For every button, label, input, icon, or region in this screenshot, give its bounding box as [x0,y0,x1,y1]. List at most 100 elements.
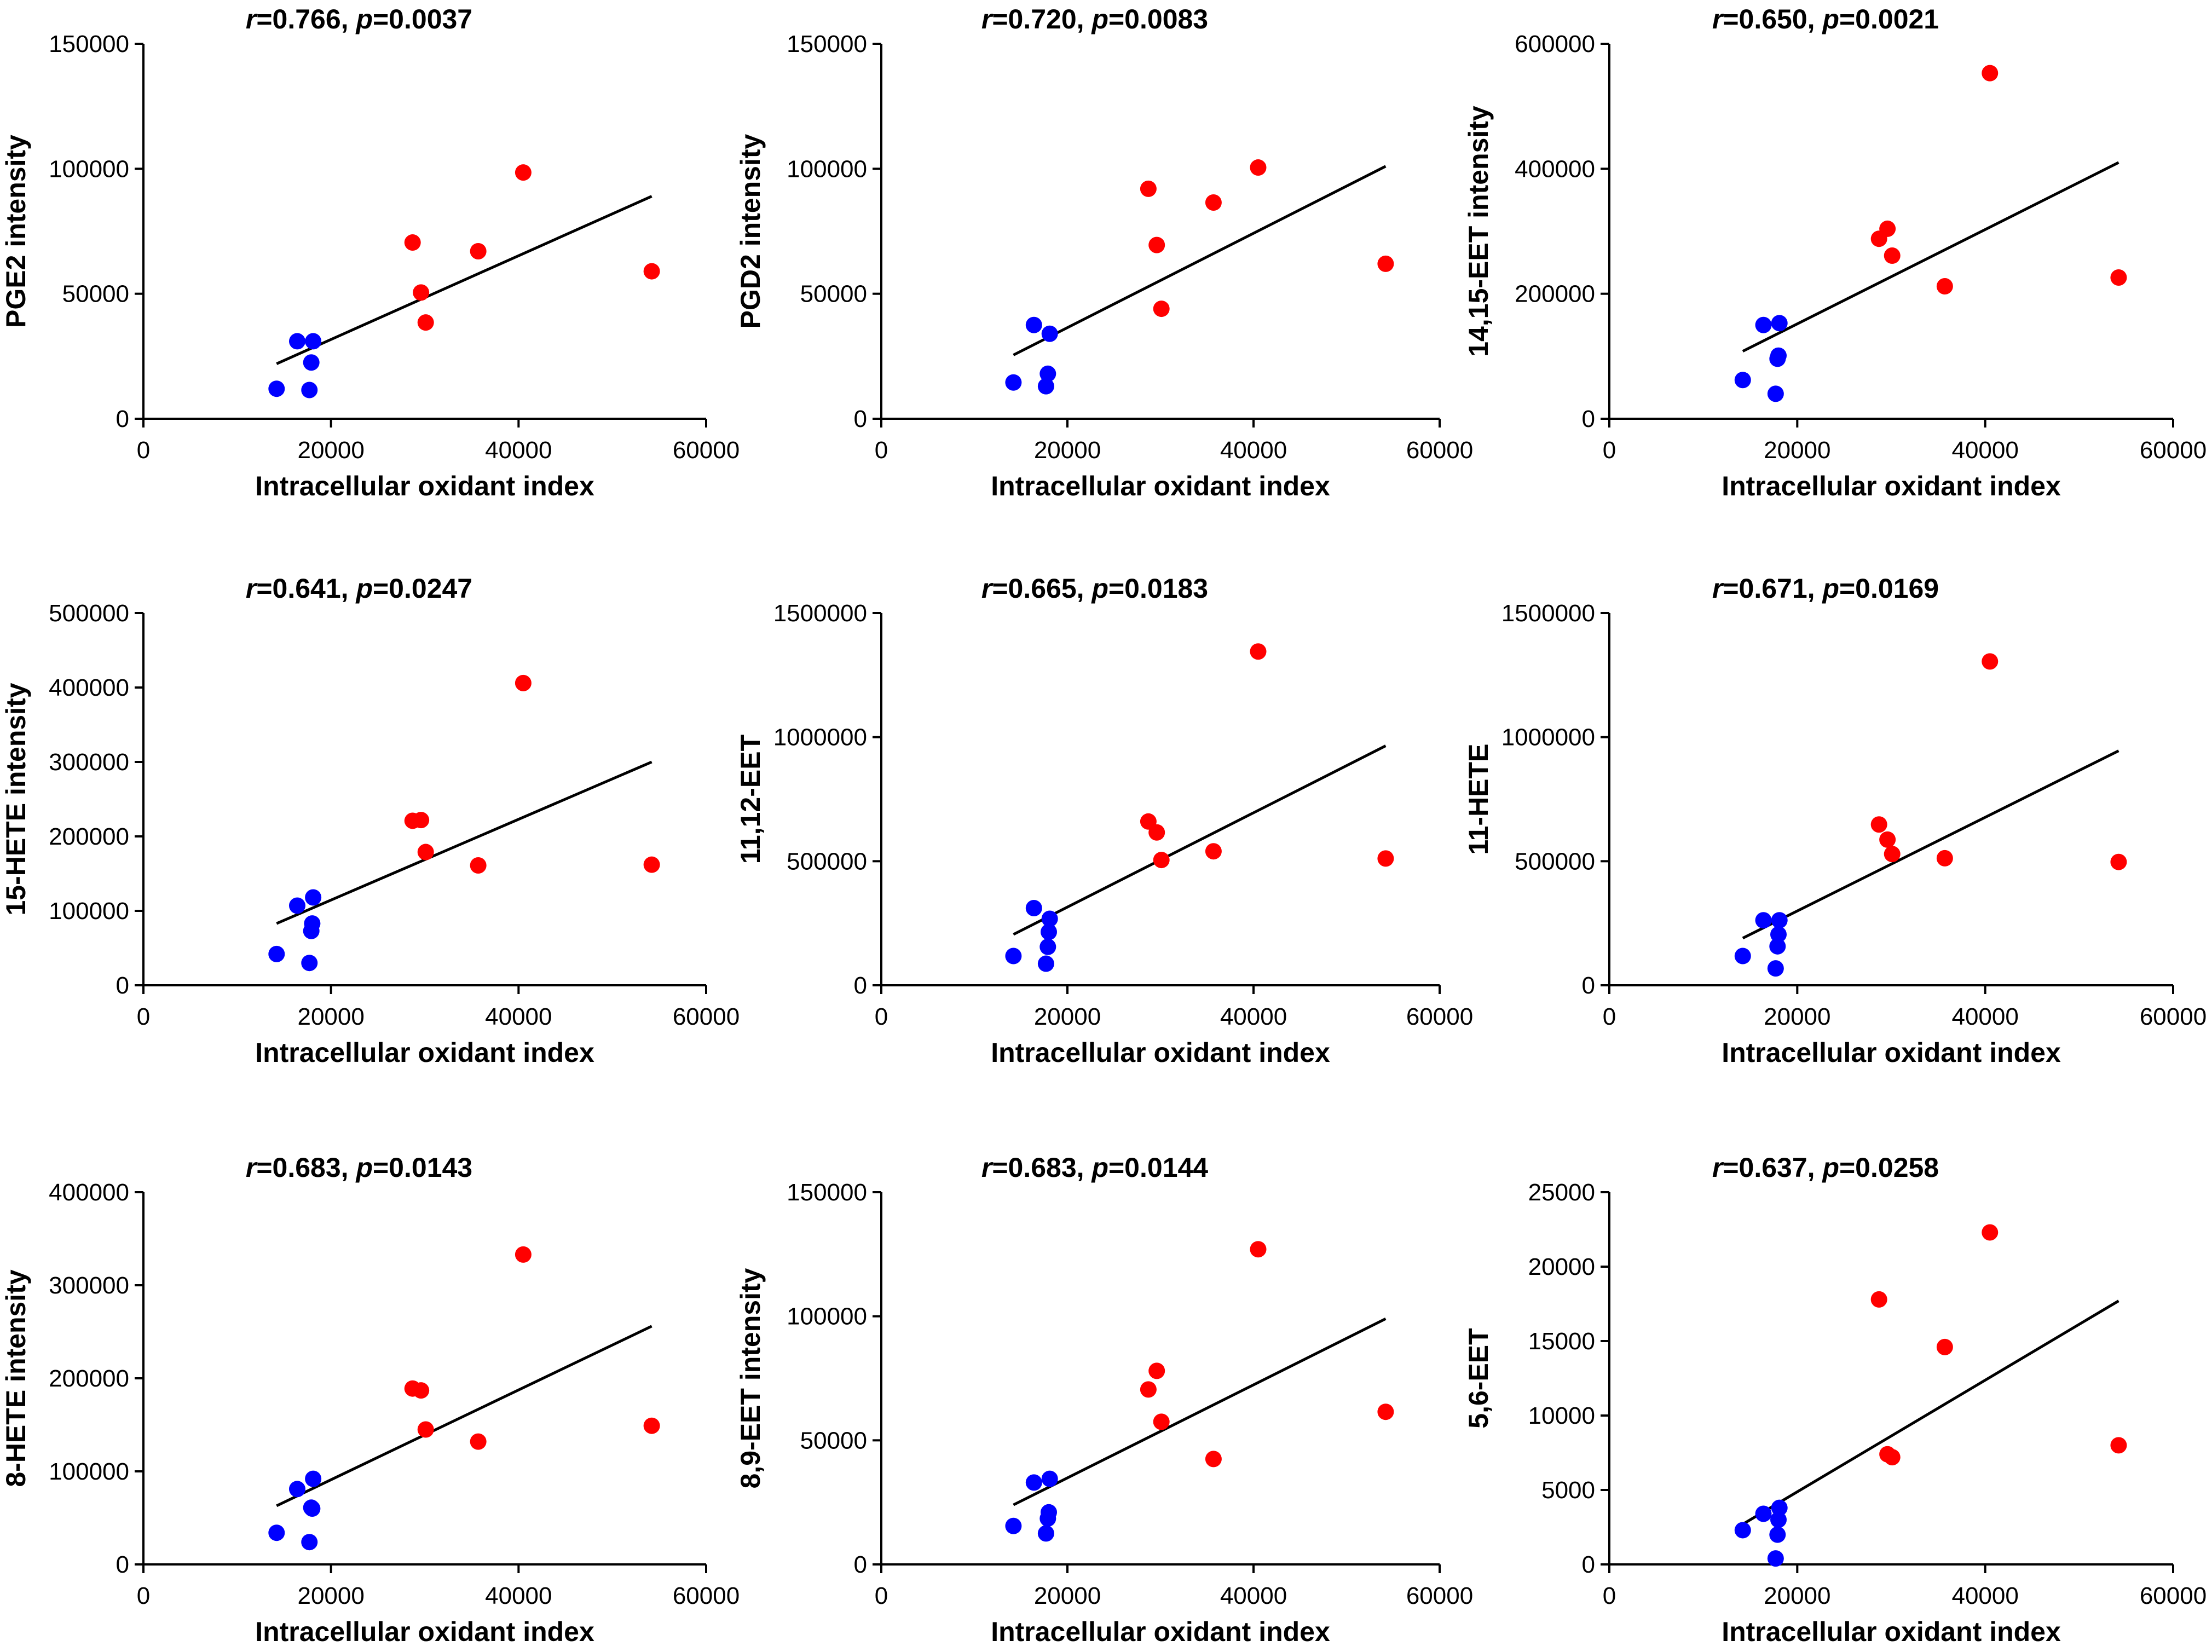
x-tick-label: 0 [137,1582,150,1609]
data-point-low [1770,1511,1787,1528]
data-point-high [413,812,430,829]
data-point-low [1755,316,1772,333]
regression-line [276,195,652,365]
data-point-high [1982,1224,1999,1241]
panel-5: 0 20000 40000 60000 0 500000 1000000 1500000 Int… [735,573,1473,1068]
title-p-label: p [1821,4,1839,34]
regression-line [1013,165,1387,356]
title-p-label: p [355,4,373,34]
x-tick-label: 0 [1603,1003,1616,1030]
panel-title: r=0.637, p=0.0258 [1712,1152,1939,1183]
data-point-high [1205,194,1222,211]
x-axis-title: Intracellular oxidant index [255,1037,594,1068]
y-tick-label: 100000 [787,1303,867,1330]
data-point-low [1037,955,1054,972]
x-tick-label: 20000 [1034,437,1101,464]
x-tick-label: 40000 [485,437,552,464]
y-tick-label: 300000 [49,1272,129,1299]
data-point-low [1734,372,1751,389]
y-tick-label: 0 [116,1551,129,1578]
y-tick-label: 500000 [49,600,129,627]
y-axis-title: 15-HETE intensity [1,683,31,915]
data-point-low [1039,938,1056,955]
y-tick-label: 100000 [787,155,867,182]
data-point-high [2110,1437,2127,1454]
data-point-low [301,1534,318,1551]
x-tick-label: 0 [1603,437,1616,464]
panel-7: 0 20000 40000 60000 0 100000 200000 300000 40000… [1,1152,740,1647]
title-p-label: p [1821,1152,1839,1183]
data-point-low [268,380,285,397]
data-point-low [1005,374,1022,391]
data-point-low [303,354,320,371]
y-tick-label: 1500000 [1501,600,1595,627]
data-point-high [643,1417,660,1434]
y-tick-label: 15000 [1528,1328,1595,1355]
data-point-low [1041,1470,1058,1487]
x-axis-title: Intracellular oxidant index [991,1616,1330,1647]
y-tick-label: 200000 [1515,281,1595,308]
y-tick-label: 0 [854,1551,867,1578]
data-point-low [1041,1504,1057,1521]
panel-4: 0 20000 40000 60000 0 100000 200000 300000 40000… [1,573,740,1068]
title-p-label: p [1090,4,1108,34]
y-tick-label: 150000 [787,1179,867,1206]
data-point-low [1041,325,1058,342]
data-point-high [1205,1451,1222,1468]
y-tick-label: 10000 [1528,1402,1595,1429]
x-tick-label: 40000 [485,1582,552,1609]
data-point-high [515,1246,532,1263]
data-point-high [1936,1338,1953,1355]
data-point-low [305,1470,322,1487]
data-point-high [1153,301,1170,317]
data-point-high [470,243,487,260]
y-axis-title: 8-HETE intensity [1,1269,31,1487]
x-tick-label: 20000 [1034,1003,1101,1030]
title-r-label: r [246,1152,258,1183]
panel-title: r=0.683, p=0.0143 [246,1152,472,1183]
x-tick-label: 20000 [1764,1003,1830,1030]
data-point-high [515,674,532,691]
x-axis-title: Intracellular oxidant index [255,471,594,501]
regression-line [1742,1299,2119,1526]
data-point-high [1936,278,1953,294]
y-axis-title: 8,9-EET intensity [735,1268,766,1488]
data-point-high [2110,853,2127,870]
x-tick-label: 60000 [2140,1582,2207,1609]
title-r-value: =0.641, [256,573,356,604]
data-point-high [1250,1241,1267,1258]
title-r-label: r [1712,573,1724,604]
x-tick-label: 60000 [673,1003,740,1030]
regression-line [1742,161,2119,353]
regression-line [276,760,652,925]
data-point-low [288,333,305,350]
y-axis-title: 11,12-EET [735,735,766,864]
data-point-high [1148,236,1165,253]
title-r-value: =0.720, [992,4,1091,34]
y-axis-title: 11-HETE [1463,744,1494,855]
data-point-low [1771,912,1788,929]
title-p-value: =0.0247 [373,573,472,604]
x-tick-label: 20000 [297,1003,364,1030]
title-r-value: =0.650, [1723,4,1822,34]
data-point-low [268,945,285,962]
y-tick-label: 400000 [49,1179,129,1206]
y-tick-label: 0 [1582,406,1595,432]
y-tick-label: 0 [116,406,129,432]
x-axis-title: Intracellular oxidant index [1722,471,2061,501]
x-tick-label: 0 [875,1582,888,1609]
y-tick-label: 50000 [62,281,129,308]
panel-title: r=0.665, p=0.0183 [981,573,1208,604]
data-point-high [1982,65,1999,82]
x-axis-title: Intracellular oxidant index [255,1616,594,1647]
data-point-high [417,1421,434,1438]
data-point-high [643,263,660,280]
x-tick-label: 40000 [1951,1003,2018,1030]
data-point-low [1025,1474,1042,1491]
y-tick-label: 150000 [49,31,129,57]
y-tick-label: 5000 [1541,1477,1595,1504]
data-point-low [1771,315,1788,332]
data-point-high [1250,159,1267,176]
x-tick-label: 20000 [1764,437,1830,464]
data-point-high [404,234,421,251]
